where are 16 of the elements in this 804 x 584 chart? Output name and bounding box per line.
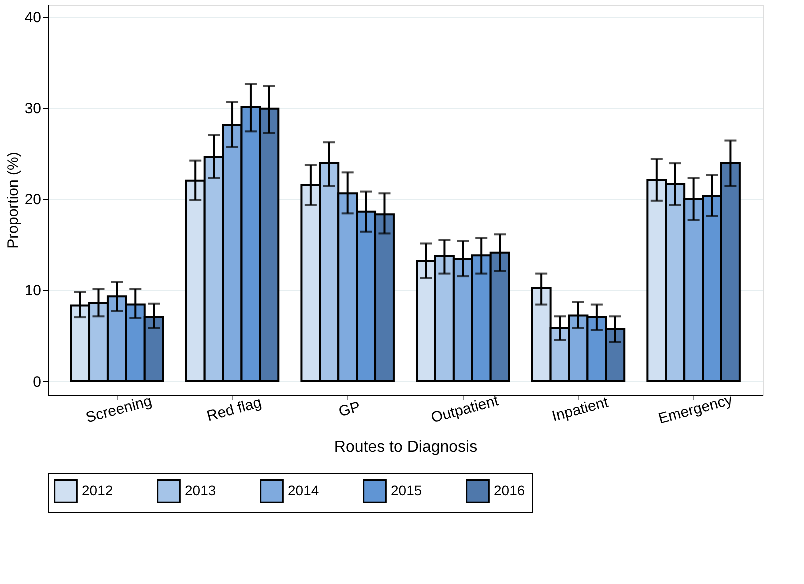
x-axis-title: Routes to Diagnosis [334,438,478,456]
x-tick-label: Screening [84,392,154,427]
legend-label: 2013 [185,482,216,498]
x-tick-label: GP [337,398,362,421]
y-tick-label: 20 [24,192,42,209]
y-tick-label: 0 [33,374,42,391]
x-tick-label: Inpatient [550,394,612,426]
y-tick-label: 30 [24,100,42,118]
y-tick-label: 40 [24,9,42,26]
y-axis-title: Proportion (%) [4,152,22,249]
legend-label: 2016 [494,482,526,498]
legend-label: 2014 [288,482,320,498]
legend-label: 2015 [391,482,422,498]
y-tick-label: 10 [24,282,42,300]
legend-label: 2012 [82,482,114,498]
x-tick-label: Red flag [205,394,264,426]
